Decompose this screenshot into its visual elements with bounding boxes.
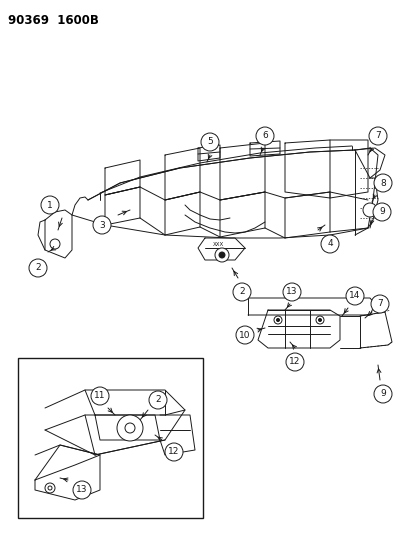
Circle shape [372,203,390,221]
Text: 1: 1 [47,200,53,209]
Text: 9: 9 [379,390,385,399]
Text: 13: 13 [285,287,297,296]
Text: 13: 13 [76,486,88,495]
Circle shape [29,259,47,277]
Circle shape [370,295,388,313]
Text: 2: 2 [239,287,244,296]
Circle shape [50,239,60,249]
Text: 8: 8 [379,179,385,188]
Circle shape [345,287,363,305]
Circle shape [41,196,59,214]
Text: 9: 9 [378,207,384,216]
Circle shape [214,248,228,262]
Text: 10: 10 [239,330,250,340]
Circle shape [93,216,111,234]
Circle shape [276,319,279,321]
Text: 14: 14 [349,292,360,301]
Circle shape [91,387,109,405]
Circle shape [73,481,91,499]
Circle shape [235,326,254,344]
Text: 3: 3 [99,221,104,230]
Circle shape [149,391,166,409]
Circle shape [320,235,338,253]
Circle shape [318,319,321,321]
Circle shape [285,353,303,371]
Circle shape [201,133,218,151]
Text: 2: 2 [35,263,41,272]
Circle shape [315,316,323,324]
Circle shape [218,252,224,258]
Text: 90369  1600B: 90369 1600B [8,14,99,27]
Text: 7: 7 [374,132,380,141]
Circle shape [282,283,300,301]
Text: 2: 2 [155,395,160,405]
Text: 12: 12 [168,448,179,456]
Circle shape [273,316,281,324]
Circle shape [233,283,250,301]
Text: 11: 11 [94,392,105,400]
Circle shape [362,203,376,217]
Text: 7: 7 [376,300,382,309]
Circle shape [125,423,135,433]
Text: 5: 5 [206,138,212,147]
Text: 6: 6 [261,132,267,141]
Circle shape [255,127,273,145]
Text: 4: 4 [326,239,332,248]
Text: 12: 12 [289,358,300,367]
Text: XXX: XXX [212,241,223,246]
Bar [18,358,202,518]
Circle shape [48,486,52,490]
Circle shape [45,483,55,493]
Circle shape [117,415,142,441]
Circle shape [368,127,386,145]
Circle shape [373,174,391,192]
Circle shape [373,385,391,403]
Circle shape [165,443,183,461]
